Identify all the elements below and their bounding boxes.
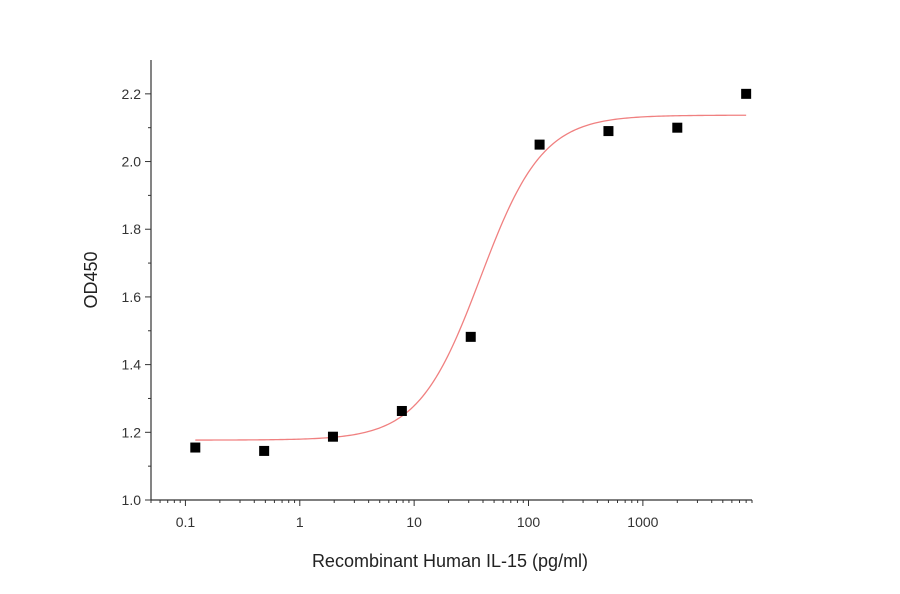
x-axis-title: Recombinant Human IL-15 (pg/ml) (312, 551, 588, 571)
x-tick-label: 0.1 (176, 514, 196, 530)
y-ticks: 1.0 1.2 1.4 1.6 1.8 2.0 2.2 (122, 86, 151, 508)
y-tick-label: 1.8 (122, 221, 142, 237)
x-tick-label: 10 (406, 514, 422, 530)
x-tick-label: 1 (296, 514, 304, 530)
data-point (741, 88, 752, 99)
axes (150, 60, 752, 501)
data-point (672, 122, 683, 133)
y-tick-label: 1.4 (122, 357, 142, 373)
x-ticks: 0.1 1 10 100 1000 (150, 500, 753, 530)
data-point (396, 405, 407, 416)
data-point (190, 442, 201, 453)
data-point (327, 431, 338, 442)
data-point (534, 139, 545, 150)
y-tick-label: 2.0 (122, 154, 142, 170)
y-axis-title: OD450 (81, 251, 101, 308)
x-tick-label: 100 (517, 514, 541, 530)
data-point (603, 126, 614, 137)
y-tick-label: 1.2 (122, 424, 142, 440)
y-tick-label: 1.6 (122, 289, 142, 305)
data-points (190, 88, 752, 456)
y-tick-label: 1.0 (122, 492, 142, 508)
data-point (465, 331, 476, 342)
x-tick-label: 1000 (627, 514, 658, 530)
y-tick-label: 2.2 (122, 86, 142, 102)
fit-curve (195, 114, 747, 441)
data-point (259, 445, 270, 456)
